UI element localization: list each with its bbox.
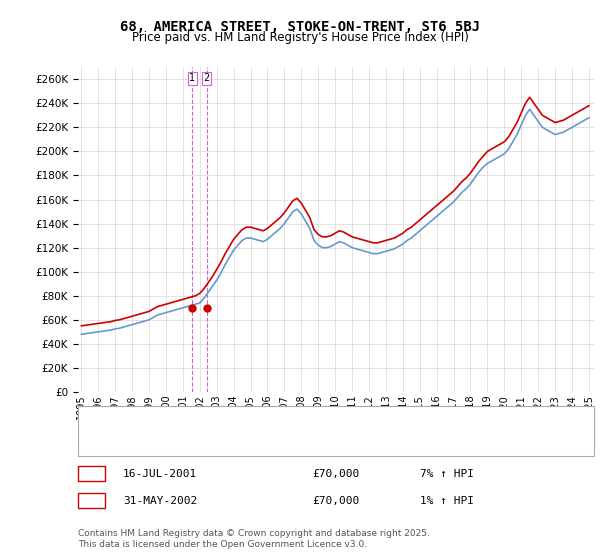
Text: 68, AMERICA STREET, STOKE-ON-TRENT, ST6 5BJ: 68, AMERICA STREET, STOKE-ON-TRENT, ST6 … bbox=[120, 20, 480, 34]
Text: 1% ↑ HPI: 1% ↑ HPI bbox=[420, 496, 474, 506]
Text: 68, AMERICA STREET, STOKE-ON-TRENT, ST6 5BJ (detached house): 68, AMERICA STREET, STOKE-ON-TRENT, ST6 … bbox=[120, 410, 468, 421]
Text: Contains HM Land Registry data © Crown copyright and database right 2025.
This d: Contains HM Land Registry data © Crown c… bbox=[78, 529, 430, 549]
Text: 1: 1 bbox=[189, 73, 195, 83]
Text: 1: 1 bbox=[88, 467, 95, 480]
Text: 2: 2 bbox=[203, 73, 210, 83]
Text: £70,000: £70,000 bbox=[312, 496, 359, 506]
Text: £70,000: £70,000 bbox=[312, 469, 359, 479]
Text: 2: 2 bbox=[88, 494, 95, 507]
Text: 7% ↑ HPI: 7% ↑ HPI bbox=[420, 469, 474, 479]
Text: 16-JUL-2001: 16-JUL-2001 bbox=[123, 469, 197, 479]
Text: HPI: Average price, detached house, Stoke-on-Trent: HPI: Average price, detached house, Stok… bbox=[120, 438, 388, 449]
Text: Price paid vs. HM Land Registry's House Price Index (HPI): Price paid vs. HM Land Registry's House … bbox=[131, 31, 469, 44]
Text: 31-MAY-2002: 31-MAY-2002 bbox=[123, 496, 197, 506]
